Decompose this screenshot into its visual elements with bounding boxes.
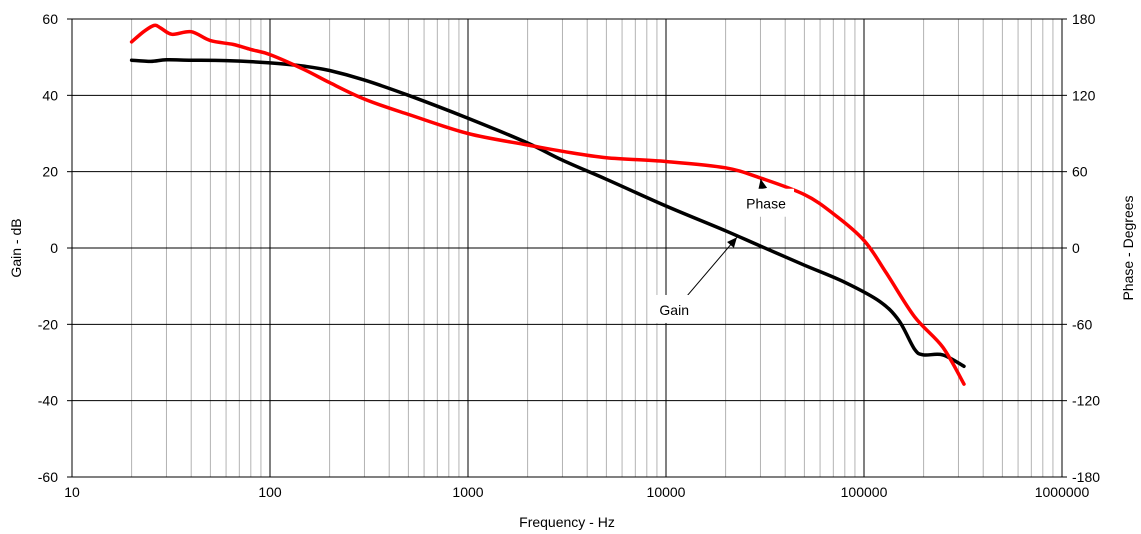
y2-axis-title: Phase - Degrees <box>1120 195 1136 300</box>
y2-tick-label: -180 <box>1072 469 1100 485</box>
plot-frame <box>71 18 1063 478</box>
y2-tick-labels: 180 120 60 0 -60 -120 -180 <box>1072 11 1100 485</box>
y-tick-labels: 60 40 20 0 -20 -40 -60 <box>38 11 58 485</box>
x-tick-label: 10000 <box>647 484 686 500</box>
y-tick-label: 40 <box>42 87 58 103</box>
y-tick-label: -40 <box>38 393 58 409</box>
y-tick-label: -20 <box>38 316 58 332</box>
y-tick-label: 0 <box>50 240 58 256</box>
x-tick-label: 100000 <box>841 484 888 500</box>
y-tick-label: 60 <box>42 11 58 27</box>
annotation-arrowhead <box>758 179 768 190</box>
x-axis-title: Frequency - Hz <box>519 514 615 530</box>
x-tick-label: 1000000 <box>1035 484 1090 500</box>
annotation-leader <box>684 236 738 300</box>
annotation-layer: Phase Gain <box>650 178 795 323</box>
x-tick-label: 10 <box>64 484 80 500</box>
x-tick-label: 1000 <box>452 484 483 500</box>
y2-tick-label: -60 <box>1072 316 1092 332</box>
x-tick-labels: 10 100 1000 10000 100000 1000000 <box>64 484 1089 500</box>
series-line-phase <box>129 23 966 386</box>
y-tick-label: 20 <box>42 164 58 180</box>
y2-tick-label: 0 <box>1072 240 1080 256</box>
major-gridlines <box>67 18 1067 478</box>
y-axis-title: Gain - dB <box>8 218 24 277</box>
series-layer <box>129 23 966 386</box>
annotation-gain: Gain <box>659 302 689 318</box>
y2-tick-label: 120 <box>1072 87 1096 103</box>
y2-tick-label: 60 <box>1072 164 1088 180</box>
annotation-phase: Phase <box>746 196 786 212</box>
y2-tick-label: -120 <box>1072 393 1100 409</box>
x-tick-label: 100 <box>258 484 282 500</box>
annotation-arrowhead <box>727 237 737 248</box>
series-line-gain <box>129 58 966 369</box>
annotation-box <box>738 188 795 217</box>
y-tick-label: -60 <box>38 469 58 485</box>
annotation-box <box>650 294 699 323</box>
y2-tick-label: 180 <box>1072 11 1096 27</box>
